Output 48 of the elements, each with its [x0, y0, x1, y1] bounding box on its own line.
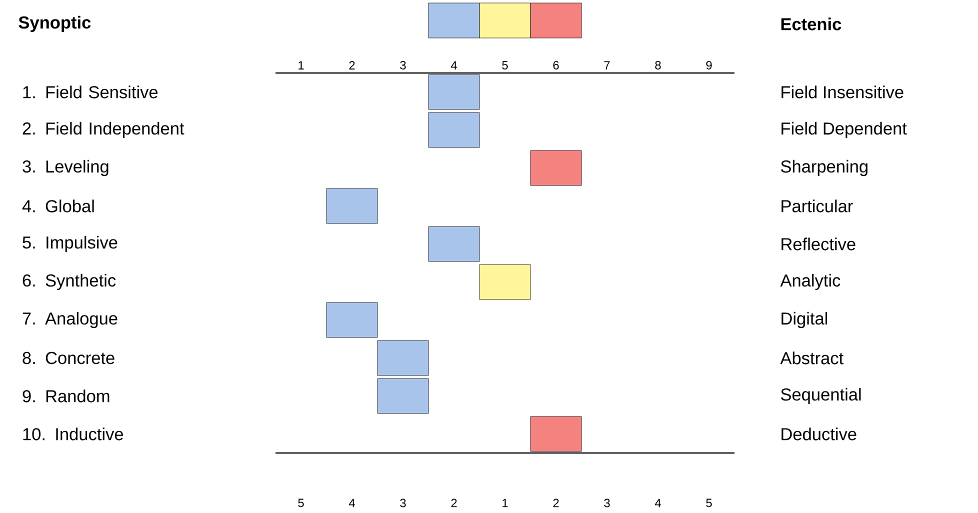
text: 5 — [706, 498, 712, 508]
text: Synoptic — [18, 16, 91, 32]
y-tick-label: 5. Impulsive — [22, 236, 118, 252]
text: 4 — [654, 498, 661, 508]
x-tick-label: 5 — [502, 61, 508, 70]
text: 2 — [451, 498, 457, 508]
text: 1 — [502, 498, 508, 508]
y-tick-label: 6. Synthetic — [22, 274, 116, 290]
text: 2 — [553, 498, 559, 508]
text: 3 — [400, 498, 406, 508]
bar — [479, 264, 531, 300]
y-tick-label: 3. Leveling — [22, 160, 108, 176]
y-tick-label: 9. Random — [22, 390, 110, 402]
x-tick-label: 9 — [706, 60, 712, 70]
x-tick-label: 8 — [655, 60, 661, 70]
bar — [377, 340, 429, 376]
y-tick-label: 7. Analogue — [22, 312, 118, 328]
bar — [428, 112, 480, 148]
text: Reflective — [782, 238, 856, 250]
text: Digital — [782, 312, 828, 328]
text: 5 — [298, 498, 304, 508]
x-tick-label: 3 — [400, 60, 406, 70]
y-tick-label: 2. Field Independent — [22, 122, 184, 138]
text: Deductive — [782, 428, 856, 440]
y-tick-label: 8. Concrete — [22, 352, 114, 364]
text: 4 — [348, 498, 355, 508]
text: 3 — [604, 498, 610, 508]
text: Particular — [782, 200, 853, 212]
bar — [326, 188, 378, 224]
bar — [326, 302, 378, 338]
text: Sharpening — [780, 160, 868, 176]
bar — [428, 226, 480, 262]
text: Sequential — [780, 388, 861, 404]
x-tick-label: 2 — [349, 61, 355, 70]
text: Field Insensitive — [782, 86, 904, 98]
text: Abstract — [780, 352, 844, 364]
y-tick-label: 10. Inductive — [23, 428, 124, 440]
y-tick-label: 1. Field Sensitive — [23, 86, 158, 98]
text: Analytic — [780, 274, 840, 290]
bar — [377, 378, 429, 414]
bar — [530, 150, 582, 186]
x-tick-label: 1 — [298, 61, 304, 70]
x-tick-label: 7 — [604, 61, 610, 70]
text: Ectenic — [781, 18, 842, 30]
x-tick-label: 6 — [553, 60, 559, 70]
text: Field Dependent — [782, 122, 907, 138]
y-tick-label: 4. Global — [22, 200, 94, 212]
x-tick-label: 4 — [450, 61, 457, 70]
